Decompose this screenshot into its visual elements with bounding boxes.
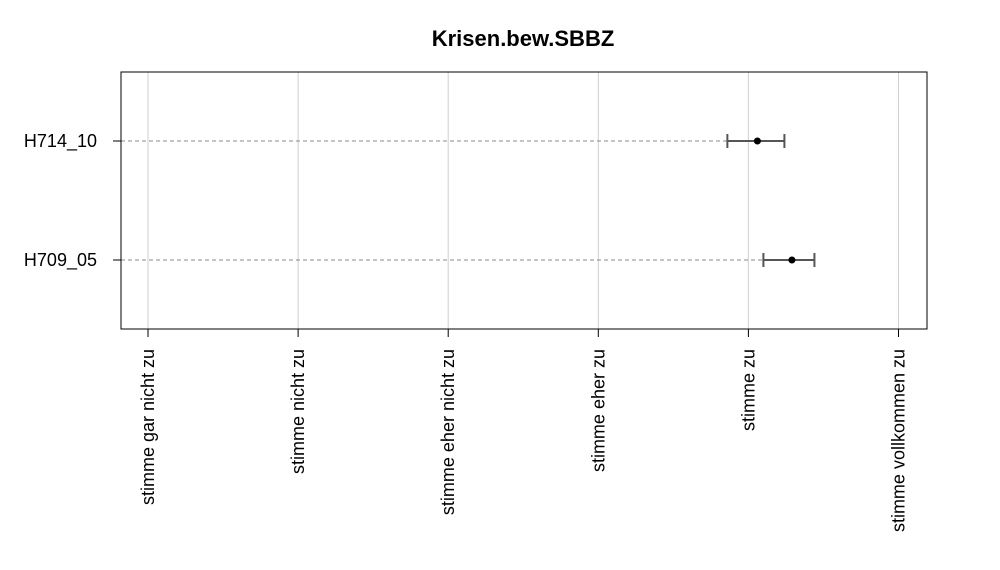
data-point xyxy=(753,137,761,145)
error-bars xyxy=(726,134,816,267)
chart-title: Krisen.bew.SBBZ xyxy=(432,26,615,51)
reference-lines xyxy=(121,140,764,261)
data-point xyxy=(788,256,796,264)
y-tick-label: H714_10 xyxy=(24,131,97,152)
x-tick-label: stimme eher nicht zu xyxy=(438,349,458,515)
x-tick-label: stimme gar nicht zu xyxy=(138,349,158,505)
x-tick-label: stimme nicht zu xyxy=(288,349,308,474)
x-axis: stimme gar nicht zu stimme nicht zu stimme… xyxy=(138,329,908,532)
y-axis: H714_10 H709_05 xyxy=(24,131,121,271)
points xyxy=(753,137,796,264)
grid xyxy=(147,72,899,329)
plot-frame xyxy=(120,71,928,330)
x-tick-label: stimme vollkommen zu xyxy=(888,349,908,532)
y-tick-label: H709_05 xyxy=(24,250,97,271)
x-tick-label: stimme eher zu xyxy=(588,349,608,472)
x-tick-label: stimme zu xyxy=(738,349,758,431)
